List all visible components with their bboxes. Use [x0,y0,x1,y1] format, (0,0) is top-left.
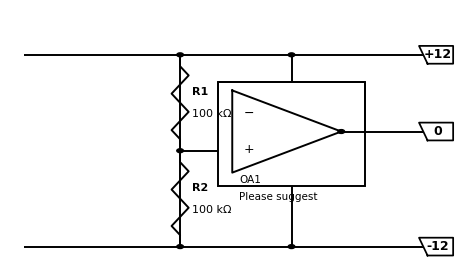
Text: 100 kΩ: 100 kΩ [192,205,231,215]
Circle shape [338,130,345,133]
Bar [218,82,365,186]
Text: -12: -12 [427,240,449,253]
Text: R2: R2 [192,183,208,193]
Text: +: + [244,143,255,156]
Text: +12: +12 [424,48,452,61]
Circle shape [177,245,183,249]
Text: R1: R1 [192,87,208,97]
Text: OA1: OA1 [239,175,261,185]
Circle shape [177,53,183,57]
Text: 100 kΩ: 100 kΩ [192,109,231,119]
Circle shape [288,245,295,249]
Text: 0: 0 [434,125,442,138]
Polygon shape [419,123,453,140]
Text: −: − [244,107,255,120]
Text: Please suggest: Please suggest [239,192,318,202]
Circle shape [177,149,183,153]
Polygon shape [419,46,453,64]
Polygon shape [419,238,453,255]
Circle shape [288,53,295,57]
